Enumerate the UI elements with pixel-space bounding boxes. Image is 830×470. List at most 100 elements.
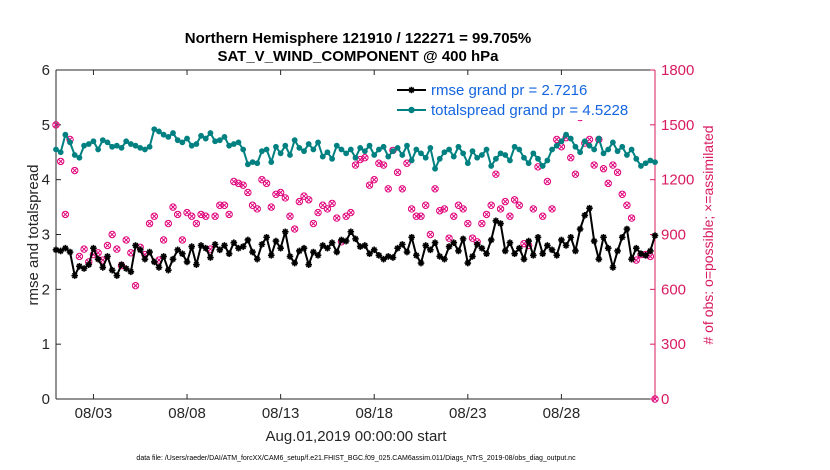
obs-point xyxy=(188,212,196,220)
totalspread-point xyxy=(474,154,481,161)
totalspread-point xyxy=(469,148,476,155)
obs-point xyxy=(501,197,509,206)
obs-point xyxy=(510,196,519,204)
legend-marker-rmse xyxy=(408,86,415,94)
totalspread-point xyxy=(132,142,139,149)
rmse-point xyxy=(99,264,107,271)
totalspread-point xyxy=(310,146,317,153)
rmse-point xyxy=(305,261,313,268)
rmse-point xyxy=(469,253,476,260)
obs-possible-marker xyxy=(417,212,425,220)
y-tick-label: 4 xyxy=(42,172,50,189)
y-right-tick-label: 1800 xyxy=(661,62,694,79)
obs-possible-marker xyxy=(398,185,406,193)
obs-point xyxy=(262,179,271,188)
rmse-point xyxy=(445,243,453,250)
totalspread-point xyxy=(511,143,518,150)
obs-possible-marker xyxy=(253,205,261,213)
totalspread-point xyxy=(483,146,490,153)
obs-assimilated-marker xyxy=(516,202,522,208)
obs-assimilated-marker xyxy=(530,206,536,212)
obs-assimilated-marker xyxy=(610,162,616,168)
rmse-point xyxy=(155,264,163,271)
rmse-point xyxy=(249,248,256,256)
totalspread-point xyxy=(591,146,598,153)
totalspread-point xyxy=(343,150,350,157)
totalspread-point xyxy=(497,150,504,157)
obs-possible-marker xyxy=(361,154,369,162)
x-tick-label: 08/08 xyxy=(168,405,206,422)
rmse-point xyxy=(441,255,448,263)
totalspread-point xyxy=(539,163,546,169)
legend-label-rmse: rmse grand pr = 2.7216 xyxy=(431,82,587,99)
rmse-point xyxy=(600,233,607,241)
rmse-point xyxy=(609,264,617,271)
totalspread-point xyxy=(244,161,251,168)
obs-possible-marker xyxy=(61,210,70,219)
obs-assimilated-marker xyxy=(203,213,209,219)
obs-point xyxy=(131,281,140,290)
totalspread-point xyxy=(85,141,92,147)
obs-assimilated-marker xyxy=(268,204,274,210)
y-tick-label: 3 xyxy=(42,227,50,244)
totalspread-point xyxy=(319,153,326,160)
obs-point xyxy=(459,205,467,213)
rmse-point xyxy=(272,237,280,245)
obs-point xyxy=(286,212,294,220)
obs-possible-marker xyxy=(319,201,327,209)
rmse-point xyxy=(623,225,631,233)
obs-point xyxy=(122,236,130,244)
y-tick-label: 1 xyxy=(42,336,50,353)
totalspread-point xyxy=(595,135,602,142)
totalspread-point xyxy=(202,135,209,142)
obs-possible-marker xyxy=(496,205,505,213)
totalspread-point xyxy=(507,157,513,164)
obs-point xyxy=(75,252,84,261)
series-lines xyxy=(52,126,659,279)
obs-possible-marker xyxy=(482,210,491,219)
totalspread-point xyxy=(113,142,120,149)
totalspread-point xyxy=(394,144,401,151)
obs-assimilated-marker xyxy=(469,235,476,241)
obs-possible-marker xyxy=(431,185,439,193)
totalspread-point xyxy=(156,128,162,135)
obs-point xyxy=(492,170,500,178)
rmse-point xyxy=(408,233,415,241)
obs-assimilated-marker xyxy=(104,242,111,249)
totalspread-point xyxy=(530,150,537,157)
totalspread-point xyxy=(642,160,649,167)
rmse-point xyxy=(455,247,462,255)
obs-point xyxy=(342,212,350,220)
obs-possible-marker xyxy=(333,214,341,222)
obs-assimilated-marker xyxy=(343,213,349,219)
x-axis-label: Aug.01,2019 00:00:00 start xyxy=(266,428,448,445)
totalspread-point xyxy=(170,130,176,136)
obs-assimilated-marker xyxy=(586,136,593,143)
obs-possible-marker xyxy=(567,154,575,162)
legend: rmse grand pr = 2.7216 totalspread grand… xyxy=(392,76,650,120)
obs-point xyxy=(604,179,612,188)
rmse-point xyxy=(464,259,472,267)
obs-point xyxy=(347,208,355,217)
totalspread-point xyxy=(259,148,265,155)
totalspread-point xyxy=(198,132,204,139)
obs-assimilated-marker xyxy=(193,220,199,227)
obs-point xyxy=(178,236,187,244)
totalspread-point xyxy=(577,149,584,156)
obs-possible-marker xyxy=(445,234,453,242)
chart-subtitle: SAT_V_WIND_COMPONENT @ 400 hPa xyxy=(217,48,499,65)
rmse-point xyxy=(492,217,500,225)
rmse-point xyxy=(525,237,532,245)
y-right-tick-label: 1500 xyxy=(661,117,694,134)
totalspread-point xyxy=(216,137,223,144)
totalspread-point xyxy=(179,139,186,146)
y-right-tick-label: 600 xyxy=(661,281,686,298)
totalspread-point xyxy=(53,146,59,153)
rmse-point xyxy=(52,246,60,254)
rmse-point xyxy=(221,242,228,249)
rmse-point xyxy=(85,261,93,268)
obs-assimilated-marker xyxy=(179,237,185,243)
rmse-point xyxy=(165,266,172,274)
obs-possible-marker xyxy=(627,214,636,222)
obs-assimilated-marker xyxy=(151,213,157,219)
